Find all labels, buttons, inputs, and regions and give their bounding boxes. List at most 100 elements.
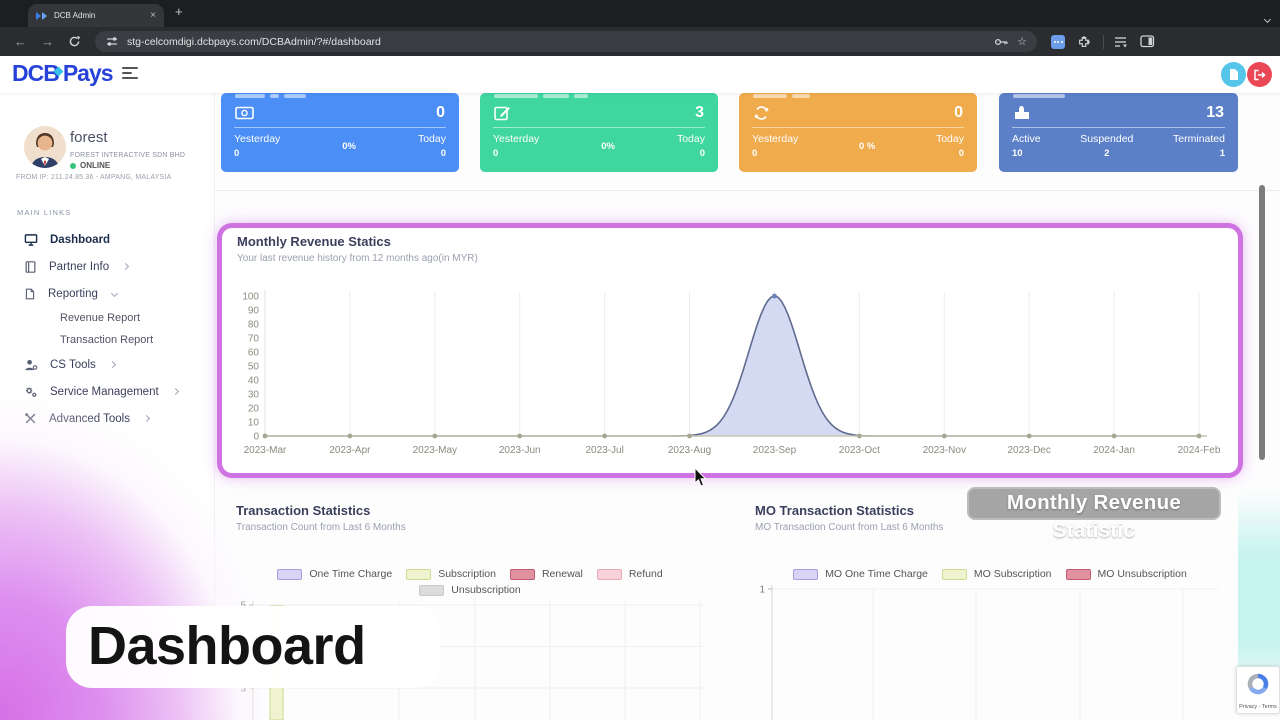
legend-item[interactable]: Refund [596,568,663,580]
legend-swatch [419,584,445,596]
card-value: 0 [954,104,963,121]
svg-text:2023-Oct: 2023-Oct [839,445,880,456]
card-right-value: 1 [1219,148,1225,159]
sidebar-item-service-management[interactable]: Service Management [0,378,215,405]
recaptcha-badge[interactable]: Privacy - Terms [1236,666,1280,714]
legend-item[interactable]: One Time Charge [277,568,392,580]
side-panel-icon[interactable] [1140,35,1155,48]
svg-text:1: 1 [759,585,765,596]
card-center-value: 0% [342,140,356,152]
card-left-value: 0 [493,148,499,159]
card-right-value: 0 [699,148,705,159]
scrollbar-thumb[interactable] [1259,185,1265,460]
svg-text:2023-Nov: 2023-Nov [923,445,966,456]
revenue-chart-subtitle: Your last revenue history from 12 months… [237,253,478,264]
card-center-value: 0% [601,140,615,152]
logo-dcb-text: DCB [12,60,60,86]
card-right-label: Today [935,133,964,145]
card-divider [234,127,446,128]
card-divider [1012,127,1225,128]
legend-item[interactable]: MO Subscription [941,568,1052,580]
legend-item[interactable]: MO Unsubscription [1065,568,1187,580]
stat-card-subscription: 3 Yesterday 0 0% Today 0 [480,93,718,172]
card-left-value: 0 [752,148,758,159]
edit-icon [494,106,510,121]
reading-list-icon[interactable] [1114,36,1128,48]
new-tab-button[interactable]: + [175,4,183,19]
legend-swatch [793,568,819,580]
legend-item[interactable]: Renewal [509,568,583,580]
tab-search-chevron-icon[interactable] [1263,9,1272,27]
password-key-icon[interactable] [994,36,1009,48]
sidebar-item-advanced-tools[interactable]: Advanced Tools [0,405,215,432]
svg-text:90: 90 [248,306,260,317]
svg-text:40: 40 [248,376,260,387]
transaction-chart-subtitle: Transaction Count from Last 6 Months [236,522,406,533]
chevron-down-icon [110,289,118,298]
back-button[interactable]: ← [14,34,27,49]
card-right-value: 0 [440,148,446,159]
report-file-icon [25,288,35,299]
transaction-chart-title: Transaction Statistics [236,503,371,518]
browser-tab[interactable]: DCB Admin × [28,4,164,27]
caption-overlay: Dashboard [66,606,440,688]
sidebar-item-reporting[interactable]: Reporting [0,280,215,307]
svg-text:2023-Dec: 2023-Dec [1008,445,1051,456]
sidebar-subitem-label: Transaction Report [60,334,154,346]
card-left-value: 10 [1012,148,1023,159]
mo-chart-legend: MO One Time Charge MO Subscription MO Unsu… [758,568,1222,580]
svg-text:2023-Sep: 2023-Sep [753,445,797,456]
sidebar-item-cs-tools[interactable]: CS Tools [0,351,215,378]
user-ip: FROM IP: 211.24.85.36 - AMPANG, MALAYSIA [16,174,172,181]
sidebar-item-revenue-report[interactable]: Revenue Report [0,307,215,329]
extensions-puzzle-icon[interactable] [1077,35,1091,49]
card-divider [493,127,705,128]
sidebar-toggle-hamburger-icon[interactable] [122,67,138,82]
legend-item[interactable]: Subscription [406,568,496,580]
clipped-title [753,94,810,98]
forward-button[interactable]: → [41,34,54,49]
monthly-revenue-card: Monthly Revenue Statics Your last revenu… [222,228,1238,473]
card-left-label: Yesterday [493,133,540,145]
svg-text:2023-Apr: 2023-Apr [329,445,371,456]
site-favicon-icon [36,11,47,20]
svg-text:100: 100 [242,292,259,303]
tab-close-icon[interactable]: × [150,10,156,21]
user-avatar[interactable] [24,126,66,168]
card-right-label: Today [417,133,446,145]
tools-icon [25,413,36,424]
clipped-title [1013,94,1065,98]
site-info-icon[interactable] [105,35,119,48]
sidebar-item-partner-info[interactable]: Partner Info [0,253,215,280]
sidebar-item-dashboard[interactable]: Dashboard [0,226,215,253]
card-center-value: 2 [1104,148,1110,159]
legend-item[interactable]: Unsubscription [419,584,521,596]
legend-swatch [596,568,622,580]
logo-pays-text: Pays [62,60,114,86]
sidebar-subitem-label: Revenue Report [60,312,141,324]
document-button[interactable] [1221,62,1246,87]
chart-label-overlay: Monthly Revenue Statistic [967,487,1221,542]
card-value: 13 [1206,104,1224,121]
chevron-right-icon [171,387,179,396]
chevron-right-icon [142,414,151,423]
address-bar[interactable]: stg-celcomdigi.dcbpays.com/DCBAdmin/?#/d… [95,31,1037,52]
svg-text:2023-Jul: 2023-Jul [585,445,623,456]
stat-card-renewal: 0 Yesterday 0 0 % Today 0 [739,93,977,172]
svg-text:50: 50 [248,362,260,373]
logout-icon [1254,69,1266,80]
logout-button[interactable] [1247,62,1272,87]
card-right-label: Today [676,133,705,145]
extension-badge-icon[interactable] [1051,34,1065,49]
reload-button[interactable] [68,35,81,48]
card-value: 3 [695,104,704,121]
url-text[interactable]: stg-celcomdigi.dcbpays.com/DCBAdmin/?#/d… [127,35,381,48]
card-center-value: 0 % [858,140,876,152]
recaptcha-terms[interactable]: Privacy - Terms [1239,704,1277,710]
bookmark-star-icon[interactable]: ☆ [1017,36,1027,48]
sidebar-item-transaction-report[interactable]: Transaction Report [0,329,215,351]
dcbpays-logo[interactable]: DCB Pays [12,60,114,87]
sidebar-item-label: CS Tools [50,358,96,371]
sidebar-item-label: Service Management [50,385,159,398]
legend-item[interactable]: MO One Time Charge [793,568,928,580]
